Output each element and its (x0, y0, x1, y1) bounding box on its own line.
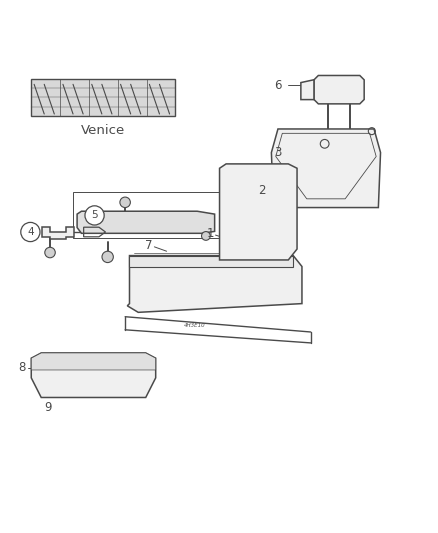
Text: 2: 2 (258, 183, 265, 197)
Circle shape (120, 197, 131, 207)
Text: 4: 4 (27, 227, 34, 237)
Text: 4H3E10: 4H3E10 (184, 323, 206, 328)
Circle shape (45, 247, 55, 258)
Polygon shape (31, 353, 155, 370)
Circle shape (201, 231, 210, 240)
Polygon shape (301, 80, 314, 100)
Text: 6: 6 (274, 79, 282, 92)
Bar (73, 192, 232, 238)
Text: 5: 5 (91, 211, 98, 221)
Polygon shape (42, 227, 74, 239)
Text: 9: 9 (44, 401, 52, 414)
Text: 3: 3 (274, 146, 282, 159)
Polygon shape (219, 164, 297, 260)
Text: 7: 7 (145, 239, 152, 252)
Text: 8: 8 (18, 361, 25, 374)
Polygon shape (127, 256, 302, 312)
Polygon shape (272, 129, 381, 207)
Bar (31, 79, 175, 116)
Text: 1: 1 (207, 227, 214, 240)
Circle shape (85, 206, 104, 225)
Polygon shape (77, 211, 215, 233)
Circle shape (102, 251, 113, 263)
Circle shape (21, 222, 40, 241)
Polygon shape (314, 76, 364, 104)
Polygon shape (130, 256, 293, 266)
Polygon shape (31, 353, 155, 398)
Text: Venice: Venice (81, 124, 125, 137)
